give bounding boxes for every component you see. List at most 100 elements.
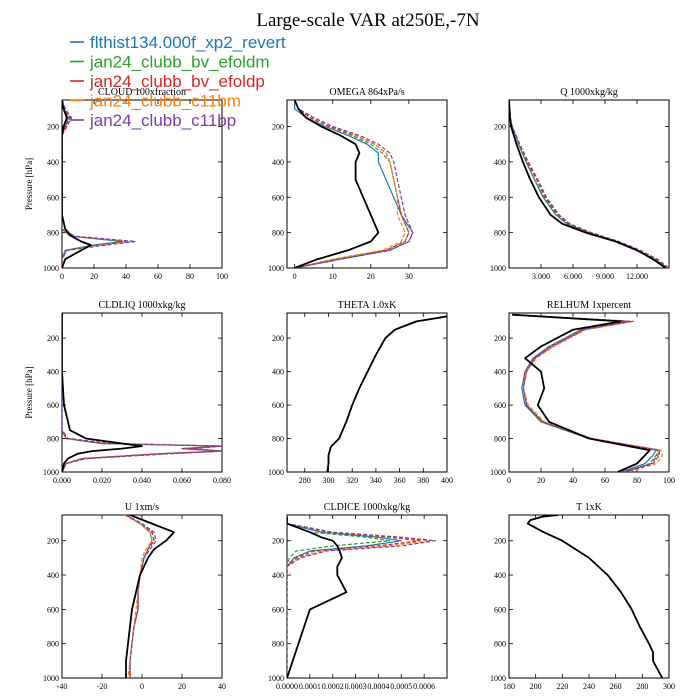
legend: flthist134.000f_xp2_revertjan24_clubb_bv…	[70, 33, 286, 130]
panel-title: CLDICE 1000xkg/kg	[324, 502, 410, 513]
x-tick-label: 380	[417, 476, 429, 485]
series-line-0	[62, 313, 222, 472]
x-tick-label: 0.0004	[367, 682, 389, 691]
y-tick-label: 600	[47, 605, 59, 614]
y-tick-label: 400	[494, 571, 506, 580]
x-tick-label: 320	[346, 476, 358, 485]
x-tick-label: 0.020	[93, 476, 111, 485]
panel-2: Q 1000xkg/kg 200 400 600 800 1000 3.000 6.000 9.…	[490, 87, 670, 281]
series-line-1	[326, 315, 447, 472]
y-tick-label: 400	[272, 368, 284, 377]
x-tick-label: 20	[367, 272, 375, 281]
series-line-2	[125, 515, 155, 678]
x-tick-label: 0.0003	[345, 682, 367, 691]
x-tick-label: 40	[569, 476, 577, 485]
y-tick-label: 400	[47, 158, 59, 167]
series-line-1	[527, 515, 663, 678]
series-line-1	[287, 516, 391, 678]
series-line-2	[326, 315, 447, 472]
x-tick-label: 60	[154, 272, 162, 281]
y-axis-label: Pressure [hPa]	[24, 158, 34, 210]
panel-title: RELHUM 1xpercent	[547, 300, 631, 311]
x-tick-label: 10	[329, 272, 337, 281]
series-line-5	[287, 516, 348, 678]
panel-title: CLOUD 100xfraction	[98, 87, 186, 98]
y-tick-label: 400	[494, 368, 506, 377]
y-tick-label: 800	[494, 640, 506, 649]
series-line-3	[123, 515, 153, 678]
series-line-3	[287, 516, 430, 678]
y-tick-label: 200	[47, 334, 59, 343]
y-tick-label: 800	[272, 229, 284, 238]
y-tick-label: 800	[47, 435, 59, 444]
y-tick-label: 400	[494, 158, 506, 167]
y-tick-label: 1000	[43, 674, 59, 683]
x-tick-label: 400	[441, 476, 453, 485]
legend-label-3: jan24_clubb_c11bm	[89, 92, 241, 111]
series-line-4	[326, 315, 447, 472]
panel-title: Q 1000xkg/kg	[560, 87, 618, 98]
x-tick-label: 240	[583, 682, 595, 691]
y-tick-label: 200	[494, 537, 506, 546]
y-tick-label: 1000	[490, 264, 506, 273]
series-line-5	[512, 313, 651, 472]
y-tick-label: 400	[272, 571, 284, 580]
x-tick-label: 200	[530, 682, 542, 691]
series-line-1	[294, 100, 410, 268]
x-tick-label: 9.000	[596, 272, 614, 281]
series-line-5	[62, 100, 92, 268]
series-line-4	[527, 515, 663, 678]
x-tick-label: 180	[503, 682, 515, 691]
y-tick-label: 600	[47, 401, 59, 410]
legend-label-1: jan24_clubb_bv_efoldm	[89, 53, 270, 72]
series-line-5	[125, 515, 175, 678]
series-line-0	[326, 315, 447, 472]
series-line-4	[294, 100, 414, 268]
y-tick-label: 1000	[268, 468, 284, 477]
series-line-5	[293, 100, 380, 268]
axes-frame	[286, 99, 448, 269]
y-tick-label: 200	[494, 334, 506, 343]
y-tick-label: 800	[47, 229, 59, 238]
legend-label-4: jan24_clubb_c11bp	[89, 111, 236, 130]
panels: CLOUD 100xfraction 200 400 600 800 1000 0 20 40 6…	[24, 87, 675, 691]
series-line-3	[326, 315, 447, 472]
y-tick-label: 600	[272, 605, 284, 614]
y-tick-label: 600	[494, 193, 506, 202]
y-tick-label: 800	[494, 229, 506, 238]
x-tick-label: 40	[218, 682, 226, 691]
x-tick-label: 0.0006	[413, 682, 435, 691]
y-tick-label: 600	[272, 401, 284, 410]
y-tick-label: 400	[47, 368, 59, 377]
x-tick-label: -40	[57, 682, 68, 691]
x-tick-label: 3.000	[532, 272, 550, 281]
panel-6: U 1xm/s 200 400 600 800 1000-40 -20 0 20 40	[43, 502, 226, 691]
series-line-3	[512, 314, 664, 472]
series-line-3	[527, 515, 663, 678]
axes-frame	[508, 99, 670, 269]
y-tick-label: 200	[47, 123, 59, 132]
x-tick-label: -20	[97, 682, 108, 691]
x-tick-label: 20	[537, 476, 545, 485]
y-tick-label: 400	[47, 571, 59, 580]
x-tick-label: 360	[394, 476, 406, 485]
series-line-4	[512, 314, 661, 472]
x-tick-label: 0.0005	[390, 682, 412, 691]
axes-frame	[286, 514, 448, 679]
y-tick-label: 1000	[43, 468, 59, 477]
series-line-0	[294, 100, 414, 268]
x-tick-label: 30	[405, 272, 413, 281]
y-tick-label: 1000	[268, 674, 284, 683]
series-line-5	[509, 100, 667, 268]
x-tick-label: 100	[216, 272, 228, 281]
x-tick-label: 80	[633, 476, 641, 485]
y-tick-label: 800	[272, 435, 284, 444]
panel-title: THETA 1.0xK	[338, 300, 397, 311]
panel-4: THETA 1.0xK 200 400 600 800 1000 280 300 320 340 3…	[268, 300, 453, 485]
legend-label-2: jan24_clubb_bv_efoldp	[89, 72, 265, 91]
x-tick-label: 300	[663, 682, 675, 691]
x-tick-label: 0	[293, 272, 297, 281]
